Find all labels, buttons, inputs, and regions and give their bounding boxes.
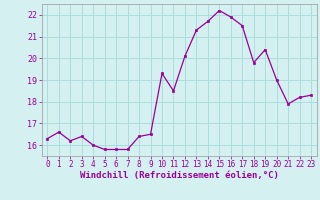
X-axis label: Windchill (Refroidissement éolien,°C): Windchill (Refroidissement éolien,°C) — [80, 171, 279, 180]
